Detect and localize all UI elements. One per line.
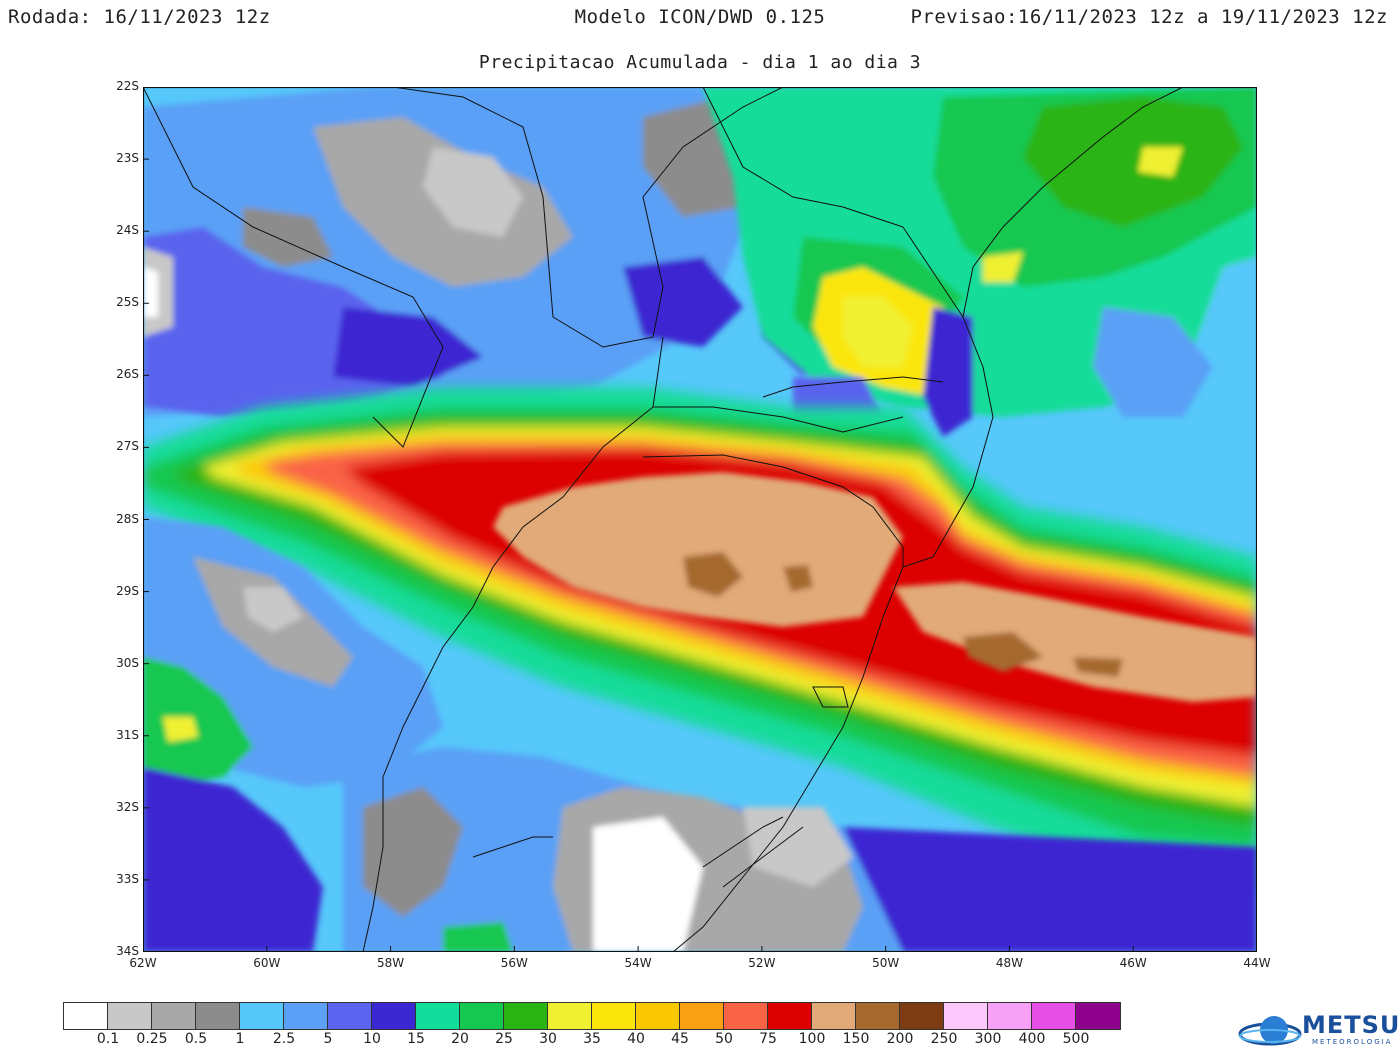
legend-label: 150	[842, 1031, 870, 1047]
legend-swatch	[504, 1003, 548, 1029]
lon-label-60W: 60W	[253, 956, 281, 970]
map-frame	[143, 87, 1257, 952]
lat-label-29S: 29S	[116, 583, 139, 598]
legend-label: 0.5	[184, 1031, 208, 1047]
lon-label-56W: 56W	[500, 956, 528, 970]
legend-label: 400	[1018, 1031, 1046, 1047]
legend-swatch	[460, 1003, 504, 1029]
legend-swatch	[724, 1003, 768, 1029]
lat-label-33S: 33S	[116, 871, 139, 886]
legend-swatch	[768, 1003, 812, 1029]
lat-label-24S: 24S	[116, 223, 139, 238]
legend-label: 45	[671, 1031, 689, 1047]
legend-swatch	[636, 1003, 680, 1029]
legend-label: 0.25	[136, 1031, 168, 1047]
lon-label-48W: 48W	[995, 956, 1023, 970]
legend-label: 5	[323, 1031, 333, 1047]
lat-label-31S: 31S	[116, 727, 139, 742]
legend-swatch	[152, 1003, 196, 1029]
run-time-label: Rodada: 16/11/2023 12z	[8, 6, 271, 28]
lat-label-28S: 28S	[116, 511, 139, 526]
lon-label-58W: 58W	[376, 956, 405, 970]
legend-label: 50	[715, 1031, 733, 1047]
legend-label: 25	[495, 1031, 513, 1047]
legend-swatch	[1076, 1003, 1120, 1029]
metsul-logo: METSUL	[1302, 1011, 1400, 1039]
lat-label-26S: 26S	[116, 367, 139, 382]
lon-label-52W: 52W	[748, 956, 776, 970]
legend-swatch	[284, 1003, 328, 1029]
globe-icon	[1238, 1016, 1302, 1046]
precipitation-field	[143, 87, 1257, 952]
model-name-label: Modelo ICON/DWD 0.125	[574, 6, 826, 28]
lat-label-34S: 34S	[116, 944, 139, 958]
lon-label-50W: 50W	[872, 956, 900, 970]
legend-label: 500	[1062, 1031, 1090, 1047]
lat-label-25S: 25S	[116, 295, 139, 310]
lon-label-46W: 46W	[1119, 956, 1147, 970]
lon-label-44W: 44W	[1243, 956, 1271, 970]
metsul-logo-sub: METEOROLOGIA	[1312, 1038, 1393, 1046]
legend-label: 75	[759, 1031, 777, 1047]
legend-label: 300	[974, 1031, 1002, 1047]
legend-swatch	[988, 1003, 1032, 1029]
legend-swatch	[108, 1003, 152, 1029]
legend-swatch	[372, 1003, 416, 1029]
legend-swatch	[240, 1003, 284, 1029]
legend-swatch	[64, 1003, 108, 1029]
legend-swatch	[1032, 1003, 1076, 1029]
legend-swatch	[548, 1003, 592, 1029]
lat-label-22S: 22S	[116, 79, 139, 93]
lat-label-32S: 32S	[116, 799, 139, 814]
legend-swatch	[944, 1003, 988, 1029]
lat-label-23S: 23S	[116, 151, 139, 166]
legend-swatch	[328, 1003, 372, 1029]
legend-label: 15	[407, 1031, 425, 1047]
legend-swatch	[196, 1003, 240, 1029]
lon-label-54W: 54W	[624, 956, 652, 970]
legend-label: 10	[363, 1031, 381, 1047]
map-subtitle: Precipitacao Acumulada - dia 1 ao dia 3	[478, 52, 922, 73]
precipitation-map[interactable]	[143, 87, 1257, 952]
legend-label: 200	[886, 1031, 914, 1047]
legend-label: 30	[539, 1031, 557, 1047]
lat-label-30S: 30S	[116, 655, 139, 670]
lon-label-62W: 62W	[129, 956, 157, 970]
legend-label: 1	[235, 1031, 245, 1047]
legend-swatch	[592, 1003, 636, 1029]
legend-swatch	[812, 1003, 856, 1029]
lat-label-27S: 27S	[116, 439, 139, 454]
legend-swatch	[856, 1003, 900, 1029]
legend-label: 40	[627, 1031, 645, 1047]
legend-swatch	[416, 1003, 460, 1029]
legend-label: 0.1	[96, 1031, 120, 1047]
legend-label: 20	[451, 1031, 469, 1047]
forecast-period-label: Previsao:16/11/2023 12z a 19/11/2023 12z	[910, 6, 1388, 28]
legend-label: 35	[583, 1031, 601, 1047]
legend-label: 2.5	[272, 1031, 296, 1047]
legend-label: 250	[930, 1031, 958, 1047]
legend-label: 100	[798, 1031, 826, 1047]
legend-swatch	[900, 1003, 944, 1029]
legend-swatch	[680, 1003, 724, 1029]
precipitation-legend	[63, 1002, 1121, 1030]
